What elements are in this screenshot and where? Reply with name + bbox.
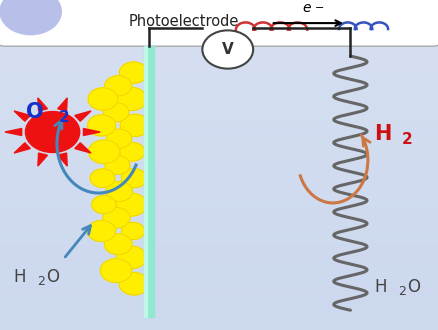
Circle shape (88, 115, 116, 136)
Circle shape (105, 76, 132, 96)
Circle shape (120, 114, 150, 137)
Circle shape (104, 234, 132, 255)
Circle shape (202, 30, 253, 69)
Circle shape (88, 220, 116, 242)
Circle shape (122, 222, 145, 240)
Text: 2: 2 (37, 275, 45, 288)
Circle shape (119, 273, 149, 295)
Circle shape (106, 182, 132, 201)
FancyBboxPatch shape (0, 0, 438, 46)
Text: 2: 2 (399, 284, 406, 298)
Circle shape (88, 88, 118, 110)
Polygon shape (14, 111, 30, 121)
Bar (144, 46, 147, 317)
Circle shape (121, 169, 147, 188)
Circle shape (117, 246, 146, 269)
Text: V: V (222, 42, 233, 57)
Circle shape (92, 195, 116, 214)
Text: O: O (26, 102, 44, 122)
Text: O: O (46, 268, 59, 286)
Circle shape (90, 169, 115, 187)
Text: Photoelectrode: Photoelectrode (129, 14, 239, 29)
Circle shape (103, 208, 130, 228)
Circle shape (88, 140, 120, 164)
Circle shape (106, 129, 132, 148)
Polygon shape (58, 98, 67, 111)
Circle shape (116, 193, 147, 216)
Polygon shape (38, 98, 47, 111)
Polygon shape (83, 128, 100, 136)
Text: O: O (407, 278, 420, 296)
Text: 2: 2 (402, 132, 413, 147)
Polygon shape (75, 111, 91, 121)
Polygon shape (14, 143, 30, 153)
Circle shape (120, 62, 148, 83)
Circle shape (0, 0, 61, 35)
Text: e: e (302, 1, 311, 15)
Text: 2: 2 (59, 110, 70, 125)
Circle shape (103, 103, 129, 122)
Circle shape (116, 87, 147, 111)
Text: −: − (314, 3, 324, 13)
Circle shape (120, 143, 145, 161)
Bar (144, 46, 154, 317)
Circle shape (105, 155, 130, 175)
Polygon shape (75, 143, 91, 153)
Text: H: H (374, 278, 387, 296)
Circle shape (25, 112, 80, 152)
Text: H: H (13, 268, 26, 286)
Polygon shape (38, 153, 47, 166)
Polygon shape (58, 153, 67, 166)
Circle shape (100, 259, 132, 282)
Polygon shape (5, 128, 22, 136)
Text: H: H (374, 124, 392, 144)
